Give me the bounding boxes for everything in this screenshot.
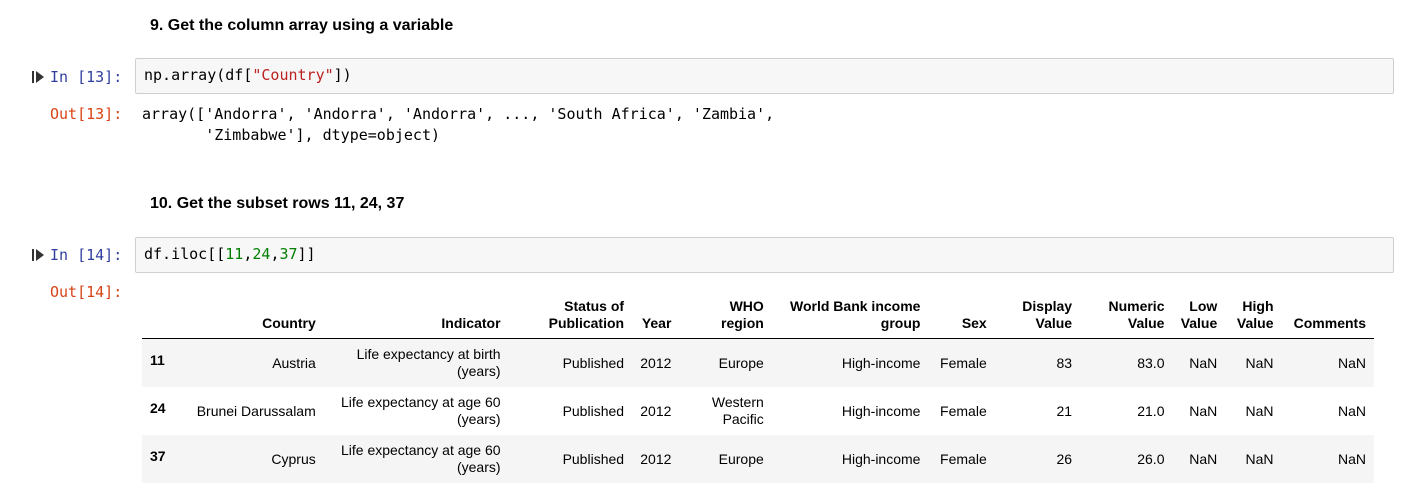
cell-country: Cyprus <box>271 450 316 467</box>
code-number: 11 <box>225 245 244 263</box>
cell-numeric-value: 21.0 <box>1137 402 1165 419</box>
cell-who-region: Western Pacific <box>711 394 764 427</box>
cell-comments: NaN <box>1337 402 1366 419</box>
cell-status: Published <box>562 402 625 419</box>
code-cell-13[interactable]: np.array(df["Country"]) <box>135 58 1394 94</box>
code-text: , <box>270 245 280 263</box>
code-number: 37 <box>279 245 298 263</box>
cell-indicator: Life expectancy at age 60 (years) <box>340 394 501 427</box>
cell-high-value: NaN <box>1245 402 1274 419</box>
cell-status: Published <box>562 354 625 371</box>
cell-income-group: High-income <box>841 354 921 371</box>
run-cell-icon[interactable] <box>30 247 46 263</box>
table-row: 37 Cyprus Life expectancy at age 60 (yea… <box>142 435 1374 483</box>
table-row: 11 Austria Life expectancy at birth (yea… <box>142 338 1374 387</box>
header-income-group: World Bank income group <box>790 298 921 331</box>
header-sex: Sex <box>961 315 987 331</box>
header-low-value: Low Value <box>1180 298 1218 331</box>
output-prompt-14: Out[14]: <box>50 283 123 301</box>
cell-display-value: 26 <box>1056 450 1073 467</box>
code-text: ]) <box>333 66 352 84</box>
cell-year: 2012 <box>640 354 672 371</box>
output-text-13: array(['Andorra', 'Andorra', 'Andorra', … <box>142 104 774 146</box>
cell-country: Austria <box>272 354 316 371</box>
cell-sex: Female <box>940 402 987 419</box>
header-display-value: Display Value <box>1022 298 1073 331</box>
table-row: 24 Brunei Darussalam Life expectancy at … <box>142 387 1374 435</box>
code-cell-14[interactable]: df.iloc[[11,24,37]] <box>135 237 1394 273</box>
cell-low-value: NaN <box>1189 402 1218 419</box>
header-high-value: High Value <box>1236 298 1274 331</box>
cell-country: Brunei Darussalam <box>196 402 316 419</box>
code-text: np.array(df[ <box>144 66 253 84</box>
section-heading-9: 9. Get the column array using a variable <box>150 17 454 34</box>
code-text: ]] <box>297 245 316 263</box>
cell-low-value: NaN <box>1189 354 1218 371</box>
cell-high-value: NaN <box>1245 354 1274 371</box>
output-line: array(['Andorra', 'Andorra', 'Andorra', … <box>142 105 775 123</box>
cell-numeric-value: 83.0 <box>1137 354 1165 371</box>
cell-year: 2012 <box>640 402 672 419</box>
header-comments: Comments <box>1293 315 1366 331</box>
header-status: Status of Publication <box>548 298 625 331</box>
header-year: Year <box>641 315 672 331</box>
cell-low-value: NaN <box>1189 450 1218 467</box>
cell-sex: Female <box>940 450 987 467</box>
table-header-row: Country Indicator Status of Publication … <box>142 298 1374 339</box>
dataframe-table: Country Indicator Status of Publication … <box>142 298 1374 483</box>
output-prompt-13: Out[13]: <box>50 105 123 123</box>
cell-display-value: 21 <box>1056 402 1073 419</box>
row-index: 24 <box>150 399 166 416</box>
cell-indicator: Life expectancy at birth (years) <box>356 346 501 379</box>
cell-income-group: High-income <box>841 402 921 419</box>
run-cell-icon[interactable] <box>30 69 46 85</box>
header-index <box>142 298 184 339</box>
code-text: df.iloc[[ <box>144 245 226 263</box>
cell-income-group: High-income <box>841 450 921 467</box>
cell-who-region: Europe <box>718 354 764 371</box>
cell-high-value: NaN <box>1245 450 1274 467</box>
input-prompt-13: In [13]: <box>50 68 123 86</box>
row-index: 11 <box>150 351 165 368</box>
cell-numeric-value: 26.0 <box>1137 450 1165 467</box>
cell-indicator: Life expectancy at age 60 (years) <box>340 442 501 475</box>
header-who-region: WHO region <box>721 298 764 331</box>
code-string: "Country" <box>252 66 334 84</box>
code-number: 24 <box>252 245 271 263</box>
cell-display-value: 83 <box>1056 354 1073 371</box>
section-heading-10: 10. Get the subset rows 11, 24, 37 <box>150 195 405 212</box>
cell-year: 2012 <box>640 450 672 467</box>
header-country: Country <box>262 315 316 331</box>
header-numeric-value: Numeric Value <box>1108 298 1165 331</box>
cell-status: Published <box>562 450 625 467</box>
cell-who-region: Europe <box>718 450 764 467</box>
header-indicator: Indicator <box>441 315 501 331</box>
input-prompt-14: In [14]: <box>50 246 123 264</box>
cell-comments: NaN <box>1337 354 1366 371</box>
cell-comments: NaN <box>1337 450 1366 467</box>
output-line: 'Zimbabwe'], dtype=object) <box>142 126 441 144</box>
cell-sex: Female <box>940 354 987 371</box>
code-text: , <box>243 245 253 263</box>
row-index: 37 <box>150 447 166 464</box>
